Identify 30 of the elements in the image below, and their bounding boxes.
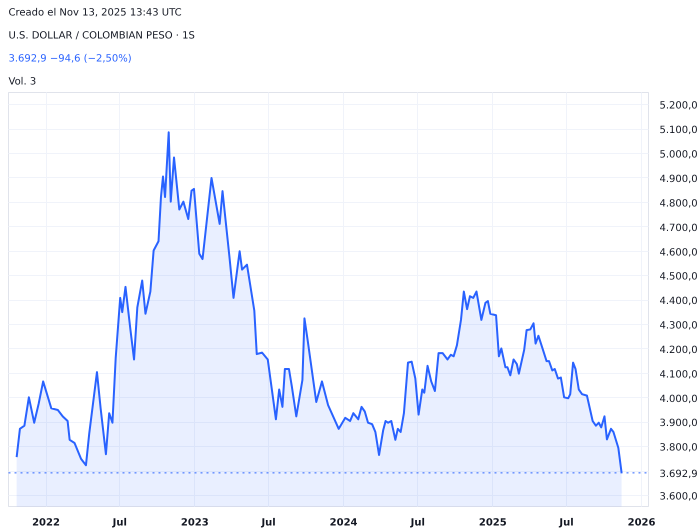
- x-tick-label: Jul: [112, 518, 127, 528]
- y-tick-label: 4.600,0: [660, 247, 698, 258]
- y-tick-label: 3.900,0: [660, 418, 698, 430]
- y-tick-label: 4.100,0: [660, 369, 698, 380]
- y-tick-label: 5.200,0: [660, 100, 698, 112]
- chart-title: U.S. DOLLAR / COLOMBIAN PESO · 1S: [8, 30, 195, 42]
- y-tick-label: 4.700,0: [660, 222, 698, 234]
- y-tick-label: 4.900,0: [660, 174, 698, 185]
- y-tick-label: 3.800,0: [660, 442, 698, 454]
- text: Creado el Nov 13, 2025 13:43 UTC: [8, 8, 182, 18]
- text: Vol. 3: [8, 76, 36, 88]
- y-tick-label: 4.200,0: [660, 344, 698, 356]
- ref-line-label: 3.692,9: [660, 468, 698, 480]
- x-tick-label: 2024: [330, 518, 358, 528]
- y-tick-label: 4.400,0: [660, 296, 698, 308]
- y-tick-label: 4.500,0: [660, 272, 698, 283]
- y-tick-label: 3.600,0: [660, 492, 698, 503]
- y-tick-label: 4.000,0: [660, 394, 698, 405]
- y-tick-label: 4.800,0: [660, 198, 698, 210]
- y-tick-label: 4.300,0: [660, 320, 698, 332]
- x-tick-label: Jul: [410, 518, 425, 528]
- x-tick-label: Jul: [558, 518, 574, 528]
- x-tick-label: 2025: [478, 518, 507, 528]
- x-tick-label: 2023: [180, 518, 209, 528]
- chart-subtitle: 3.692,9 −94,6 (−2,50%): [8, 54, 132, 64]
- x-tick-label: Jul: [260, 518, 276, 528]
- x-tick-label: 2022: [32, 518, 60, 528]
- y-tick-label: 5.000,0: [660, 150, 698, 161]
- x-tick-label: 2026: [628, 518, 656, 528]
- y-tick-label: 5.100,0: [660, 125, 698, 136]
